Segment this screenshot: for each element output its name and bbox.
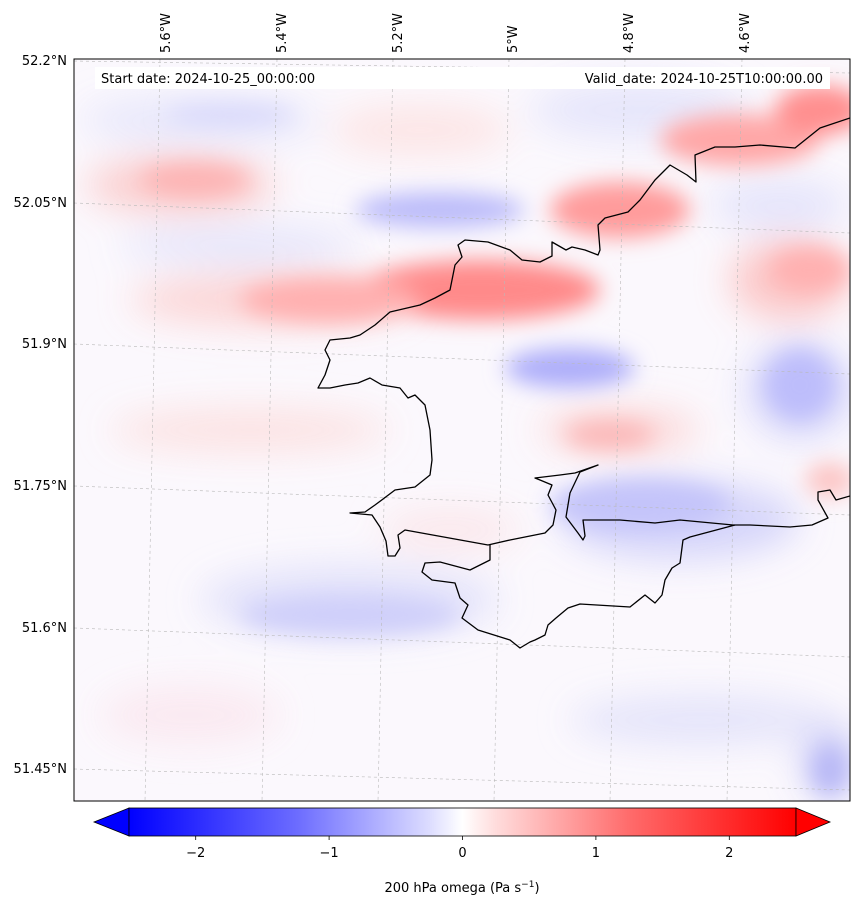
start-date-label: Start date: 2024-10-25_00:00:00 xyxy=(101,72,315,87)
lat-tick-label: 52.05°N xyxy=(14,196,67,211)
longitude-ticks: 5.6°W 5.4°W 5.2°W 5°W 4.8°W 4.6°W xyxy=(159,13,753,53)
map-frame xyxy=(73,58,851,802)
lat-tick-label: 51.9°N xyxy=(22,337,67,352)
lon-tick-label: 4.6°W xyxy=(738,13,753,53)
lon-tick-label: 5°W xyxy=(506,25,521,53)
colorbar-extend-low xyxy=(92,807,130,837)
coastline xyxy=(317,117,850,649)
lon-tick-label: 5.4°W xyxy=(275,13,290,53)
valid-date-label: Valid_date: 2024-10-25T10:00:00.00 xyxy=(585,72,823,87)
lon-tick-label: 4.8°W xyxy=(622,13,637,53)
latitude-ticks: 52.2°N 52.05°N 51.9°N 51.75°N 51.6°N 51.… xyxy=(14,54,67,777)
colorbar-body xyxy=(128,807,797,837)
lon-tick-label: 5.6°W xyxy=(159,13,174,53)
lat-tick-label: 51.45°N xyxy=(14,762,67,777)
lat-tick-label: 51.75°N xyxy=(14,479,67,494)
colorbar-label: 200 hPa omega (Pa s−1) xyxy=(384,880,539,896)
colorbar: −2 −1 0 1 2 xyxy=(92,807,832,861)
colorbar-tick-label: 2 xyxy=(725,846,733,861)
lat-tick-label: 52.2°N xyxy=(22,54,67,69)
graticule xyxy=(74,59,850,801)
colorbar-tick-label: 0 xyxy=(458,846,466,861)
colorbar-ticks: −2 −1 0 1 2 xyxy=(186,836,733,861)
lat-tick-label: 51.6°N xyxy=(22,621,67,636)
colorbar-extend-high xyxy=(795,807,832,837)
lon-tick-label: 5.2°W xyxy=(391,13,406,53)
colorbar-tick-label: 1 xyxy=(592,846,600,861)
colorbar-tick-label: −2 xyxy=(186,846,205,861)
colorbar-tick-label: −1 xyxy=(320,846,339,861)
date-banner: Start date: 2024-10-25_00:00:00 Valid_da… xyxy=(95,67,830,89)
omega-field xyxy=(74,59,850,801)
